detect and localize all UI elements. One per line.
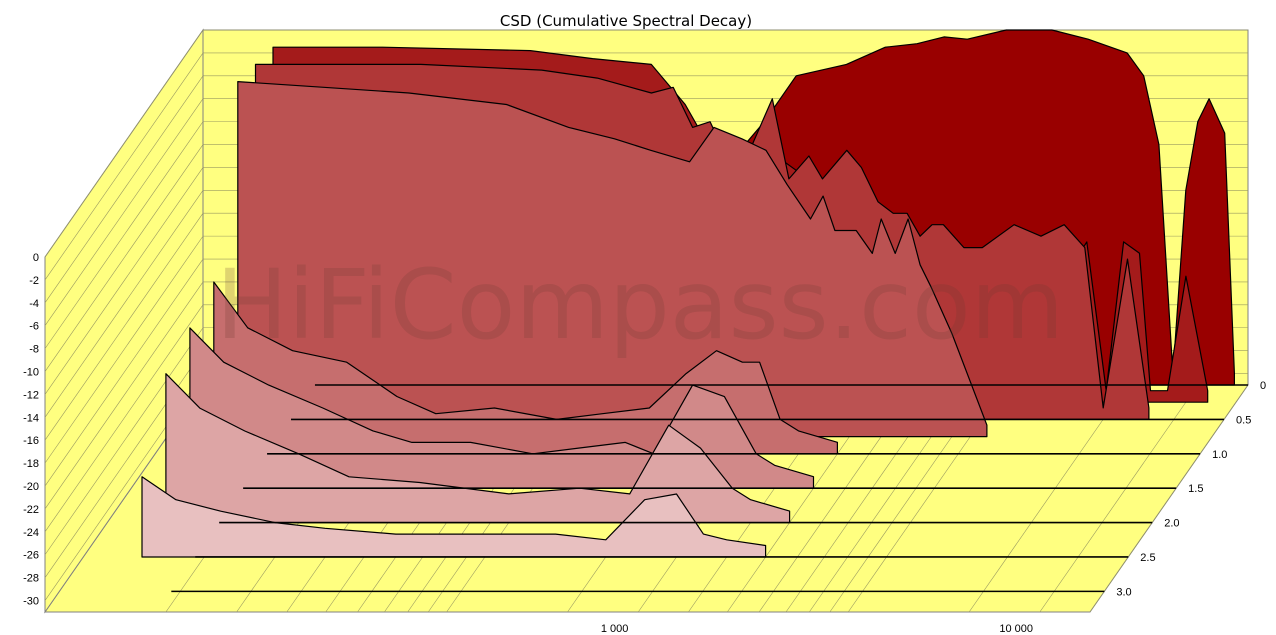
x-axis-labels: 1 000 10 000 bbox=[601, 623, 1033, 635]
z-axis-labels: 0 -2 -4 -6 -8 -10 -12 -14 -16 -18 -20 -22 -24 -26 -28 -… bbox=[23, 252, 39, 608]
z-tick-label: -12 bbox=[23, 389, 39, 401]
csd-slice bbox=[237, 80, 988, 438]
time-tick-label: 2.5 bbox=[1140, 552, 1155, 564]
floor-grid-line bbox=[1039, 384, 1199, 613]
side-grid-line bbox=[44, 75, 204, 303]
watermark: HiFiCompass.com bbox=[216, 249, 1064, 361]
floor-grid-line bbox=[968, 384, 1128, 613]
z-tick-label: -22 bbox=[23, 504, 39, 516]
side-grid-line bbox=[44, 167, 204, 395]
side-grid-line bbox=[44, 213, 204, 441]
z-tick-label: -10 bbox=[23, 367, 39, 379]
z-tick-label: -24 bbox=[23, 527, 39, 539]
time-tick-label: 0.5 bbox=[1236, 414, 1251, 426]
floor-grid-line bbox=[1089, 384, 1249, 613]
chart-slices bbox=[141, 29, 1248, 593]
z-tick-label: -6 bbox=[29, 321, 39, 333]
time-tick-label: 1.0 bbox=[1212, 449, 1227, 461]
z-tick-label: -14 bbox=[23, 412, 39, 424]
side-grid-line bbox=[44, 52, 204, 281]
time-axis-labels: 0 0.5 1.0 1.5 2.0 2.5 3.0 bbox=[1116, 380, 1266, 598]
time-tick-label: 2.0 bbox=[1164, 518, 1179, 530]
x-tick-label: 10 000 bbox=[999, 623, 1033, 635]
z-tick-label: -2 bbox=[29, 275, 39, 287]
side-grid-line bbox=[44, 281, 204, 510]
chart-title: CSD (Cumulative Spectral Decay) bbox=[500, 12, 752, 30]
z-tick-label: -28 bbox=[23, 573, 39, 585]
side-grid-line bbox=[44, 29, 204, 258]
z-tick-label: -20 bbox=[23, 481, 39, 493]
side-grid-line bbox=[44, 304, 204, 533]
time-tick-label: 3.0 bbox=[1116, 586, 1131, 598]
z-tick-label: -16 bbox=[23, 435, 39, 447]
csd-slice bbox=[141, 476, 767, 558]
z-tick-label: -8 bbox=[29, 344, 39, 356]
z-tick-label: -26 bbox=[23, 550, 39, 562]
side-grid-line bbox=[44, 235, 204, 464]
side-grid-line bbox=[44, 121, 204, 349]
side-grid-line bbox=[44, 144, 204, 372]
z-tick-label: 0 bbox=[33, 252, 39, 264]
z-tick-label: -18 bbox=[23, 458, 39, 470]
side-grid-line bbox=[44, 258, 204, 487]
time-tick-label: 1.5 bbox=[1188, 483, 1203, 495]
side-grid-line bbox=[44, 327, 204, 555]
time-tick-label: 0 bbox=[1260, 380, 1266, 392]
z-tick-label: -30 bbox=[23, 596, 39, 608]
z-tick-label: -4 bbox=[29, 298, 39, 310]
side-grid-line bbox=[44, 190, 204, 418]
x-tick-label: 1 000 bbox=[601, 623, 629, 635]
side-grid-line bbox=[44, 98, 204, 326]
